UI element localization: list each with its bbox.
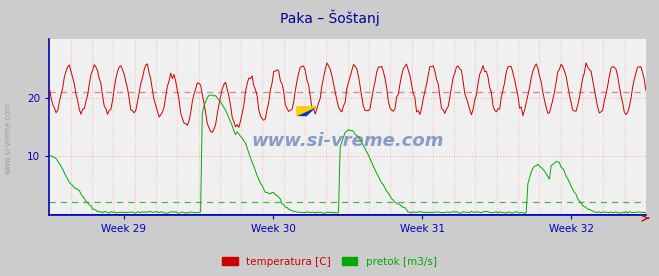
- Text: www.si-vreme.com: www.si-vreme.com: [3, 102, 13, 174]
- Legend: temperatura [C], pretok [m3/s]: temperatura [C], pretok [m3/s]: [218, 253, 441, 271]
- Text: Paka – Šoštanj: Paka – Šoštanj: [279, 10, 380, 26]
- Polygon shape: [297, 107, 316, 115]
- Polygon shape: [297, 107, 316, 115]
- Text: www.si-vreme.com: www.si-vreme.com: [251, 132, 444, 150]
